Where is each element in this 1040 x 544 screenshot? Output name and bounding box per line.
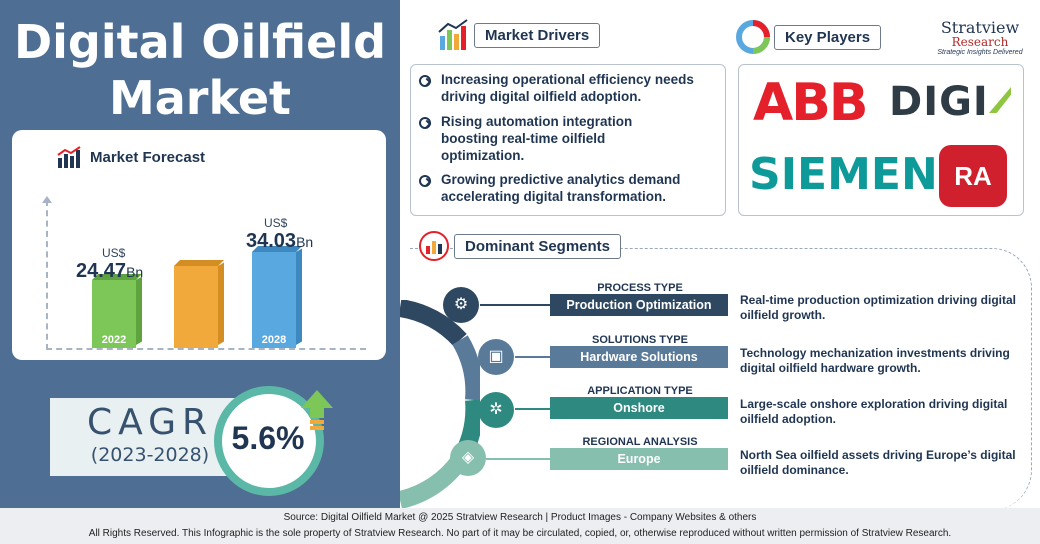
drivers-box: Increasing operational efficiency needs … — [410, 64, 726, 216]
cagr-years: (2023-2028) — [90, 444, 210, 466]
bar-middle — [174, 260, 224, 348]
arrow-bullet-icon — [419, 117, 431, 129]
onshore-icon: ✲ — [478, 392, 514, 428]
pie-chart-icon — [736, 20, 770, 54]
unit-label: Bn — [126, 264, 144, 280]
factory-icon: ⚙ — [443, 287, 479, 323]
value-label: 34.03 — [246, 230, 297, 252]
bar-2022: 2022 — [92, 274, 142, 348]
page-title: Digital Oilfield Market — [13, 15, 387, 125]
brand-sub: Research — [951, 35, 1009, 49]
segment-desc: North Sea oilfield assets driving Europe… — [740, 448, 1016, 477]
bar-year: 2028 — [261, 334, 287, 346]
rockwell-logo: RA — [939, 145, 1007, 207]
cagr-label: CAGR — [86, 402, 214, 443]
left-panel: Digital Oilfield Market Market Forecast — [0, 0, 400, 508]
bar-side — [136, 276, 142, 345]
forecast-header: Market Forecast — [56, 146, 205, 168]
arrow-bullet-icon — [419, 75, 431, 87]
digi-mark-icon — [989, 87, 1011, 113]
siemens-logo: SIEMENS — [749, 149, 970, 200]
segment-name: Production Optimization — [550, 294, 728, 316]
digi-logo: DIGI — [889, 79, 989, 125]
bar-label-2028: US$ 34.03Bn — [246, 216, 313, 253]
segment-type: PROCESS TYPE — [597, 282, 683, 294]
driver-text: Increasing operational efficiency needs … — [441, 72, 694, 104]
stratview-logo: Stratview Research Strategic Insights De… — [928, 18, 1032, 56]
unit-label: Bn — [296, 234, 314, 250]
players-header: Key Players — [736, 20, 882, 54]
currency-label: US$ — [264, 216, 288, 230]
currency-label: US$ — [102, 246, 126, 260]
segments-frame — [410, 248, 1032, 510]
connector-line — [515, 408, 550, 410]
driver-item: Growing predictive analytics demand acce… — [419, 171, 721, 205]
arrow-bullet-icon — [419, 175, 431, 187]
drivers-heading: Market Drivers — [474, 22, 601, 48]
x-axis — [46, 348, 366, 350]
segment-arc — [400, 300, 480, 509]
footer: Source: Digital Oilfield Market @ 2025 S… — [0, 508, 1040, 544]
forecast-card: Market Forecast 2022 2028 — [12, 130, 386, 360]
connector-line — [486, 458, 550, 460]
bar-side — [218, 262, 224, 345]
hardware-icon: ▣ — [478, 339, 514, 375]
bar-front — [174, 266, 218, 348]
segments-heading: Dominant Segments — [454, 233, 622, 259]
brand-tagline: Strategic Insights Delivered — [937, 49, 1023, 56]
connector-line — [480, 304, 550, 306]
driver-text: Growing predictive analytics demand acce… — [441, 172, 681, 204]
driver-item: Rising automation integration boosting r… — [419, 113, 671, 164]
bar-year: 2022 — [101, 334, 127, 346]
bar-side — [296, 248, 302, 345]
segments-header: Dominant Segments — [418, 230, 622, 262]
segment-type: APPLICATION TYPE — [587, 385, 693, 397]
driver-text: Rising automation integration boosting r… — [441, 114, 633, 163]
segment-desc: Technology mechanization investments dri… — [740, 346, 1010, 375]
forecast-heading: Market Forecast — [90, 148, 206, 166]
segment-name: Hardware Solutions — [550, 346, 728, 368]
cagr-value: 5.6% — [231, 420, 305, 456]
segment-desc: Large-scale onshore exploration driving … — [740, 397, 1008, 426]
y-axis — [46, 200, 48, 350]
growth-arrow-icon — [301, 390, 333, 430]
bar-label-2022: US$ 24.47Bn — [76, 246, 143, 283]
segment-name: Onshore — [550, 397, 728, 419]
segment-name: Europe — [550, 448, 728, 470]
value-label: 24.47 — [76, 260, 127, 282]
segment-desc: Real-time production optimization drivin… — [740, 293, 1016, 322]
connector-line — [515, 356, 550, 358]
segment-chart-icon — [419, 231, 449, 261]
segment-type: SOLUTIONS TYPE — [592, 334, 688, 346]
bar-2028: 2028 — [252, 246, 302, 348]
players-heading: Key Players — [774, 24, 882, 50]
brand-name: Stratview — [940, 18, 1020, 37]
footer-source: Source: Digital Oilfield Market @ 2025 S… — [283, 512, 757, 523]
y-axis-arrow — [42, 196, 52, 203]
bar-front — [92, 280, 136, 348]
driver-item: Increasing operational efficiency needs … — [419, 71, 721, 105]
players-box: ABB DIGI SIEMENS RA — [738, 64, 1024, 216]
bar-chart-icon — [57, 146, 81, 168]
drivers-header: Market Drivers — [436, 18, 601, 52]
europe-map-icon: ◈ — [450, 440, 486, 476]
growth-chart-icon — [438, 19, 468, 50]
abb-logo: ABB — [753, 73, 869, 133]
segment-type: REGIONAL ANALYSIS — [582, 436, 698, 448]
bar-front — [252, 252, 296, 348]
footer-rights: All Rights Reserved. This Infographic is… — [88, 528, 952, 539]
